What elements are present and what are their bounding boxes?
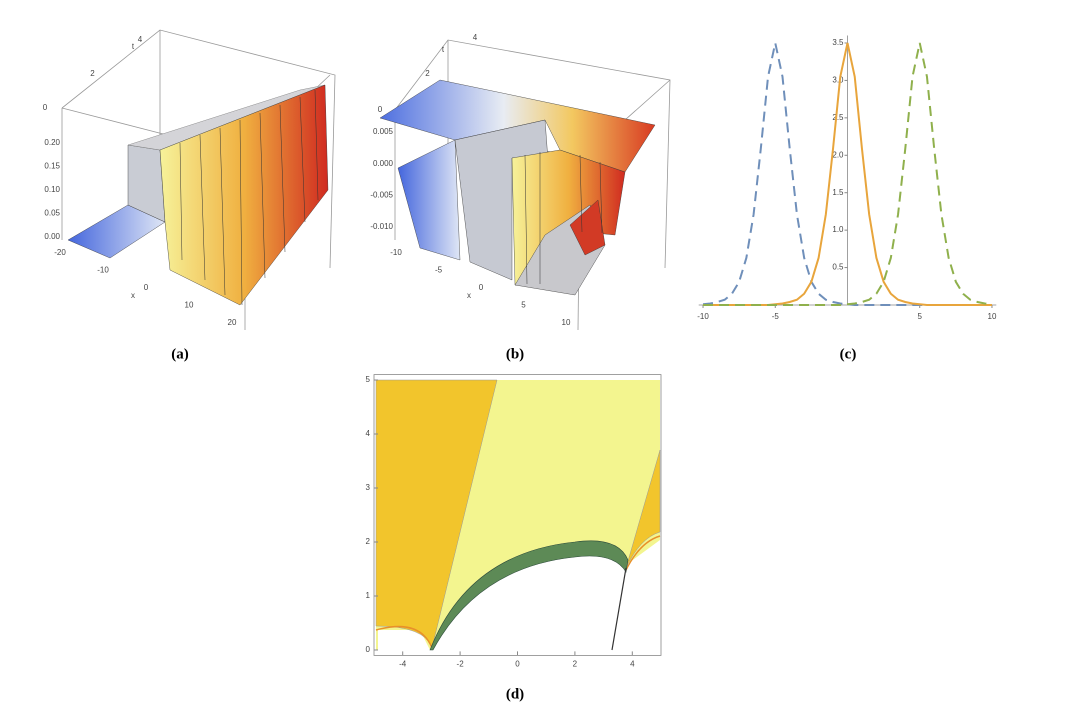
x-tick-label: 0 xyxy=(515,660,520,669)
z-tick-label: 0.000 xyxy=(373,159,394,168)
z-tick-label: -0.010 xyxy=(370,222,393,231)
t-tick-label: 0 xyxy=(378,105,383,114)
y-tick-label: 3.0 xyxy=(832,76,844,85)
y-tick-label: 0.5 xyxy=(832,263,844,272)
z-tick-label: 0.05 xyxy=(44,209,60,218)
panel-label: (b) xyxy=(506,346,524,362)
panel-label: (a) xyxy=(171,346,189,362)
x-tick-label: -2 xyxy=(457,660,465,669)
z-tick-label: 0.10 xyxy=(44,185,60,194)
x-tick-label: 4 xyxy=(630,660,635,669)
x-tick-label: 5 xyxy=(918,312,923,321)
y-tick-label: 3 xyxy=(366,483,371,492)
t-tick-label: 4 xyxy=(138,35,143,44)
x-tick-label: -10 xyxy=(390,248,402,257)
y-tick-label: 1.0 xyxy=(832,225,844,234)
x-tick-label: 10 xyxy=(185,301,194,310)
x-tick-label: 10 xyxy=(988,312,997,321)
t-tick-label: 4 xyxy=(473,33,478,42)
panel-label: (d) xyxy=(506,686,524,702)
t-tick-label: 2 xyxy=(425,69,430,78)
z-tick-label: 0.00 xyxy=(44,232,60,241)
x-tick-label: -5 xyxy=(772,312,780,321)
y-tick-label: 2 xyxy=(366,537,371,546)
contour-regions xyxy=(375,379,661,655)
line-series xyxy=(703,42,993,306)
t-axis-label: t xyxy=(442,45,445,54)
x-tick-label: 2 xyxy=(573,660,578,669)
x-axis-label: x xyxy=(131,291,135,300)
x-tick-label: -20 xyxy=(54,248,66,257)
z-tick-label: 0.15 xyxy=(44,162,60,171)
x-tick-label: 10 xyxy=(562,318,571,327)
z-tick-label: -0.005 xyxy=(370,190,393,199)
x-axis-label: x xyxy=(467,291,471,300)
panel-label: (c) xyxy=(840,346,857,362)
y-tick-label: 1.5 xyxy=(832,188,844,197)
surface-b xyxy=(379,39,671,331)
x-tick-label: 0 xyxy=(144,283,149,292)
x-tick-label: 5 xyxy=(521,301,526,310)
surface-a xyxy=(61,29,336,330)
y-tick-label: 1 xyxy=(366,591,371,600)
y-tick-label: 2.0 xyxy=(832,150,844,159)
x-tick-label: -10 xyxy=(97,266,109,275)
x-tick-label: -10 xyxy=(697,312,709,321)
y-tick-label: 0 xyxy=(366,645,371,654)
z-tick-label: 0.005 xyxy=(373,127,394,136)
line-series xyxy=(702,42,992,306)
t-axis-label: t xyxy=(132,42,135,51)
x-tick-label: 0 xyxy=(479,283,484,292)
y-tick-label: 5 xyxy=(366,375,371,384)
z-tick-label: 0.20 xyxy=(44,138,60,147)
x-tick-label: -4 xyxy=(399,660,407,669)
y-tick-label: 4 xyxy=(366,429,371,438)
x-tick-label: 20 xyxy=(228,318,237,327)
t-tick-label: 2 xyxy=(90,69,95,78)
y-tick-label: 2.5 xyxy=(832,113,844,122)
x-tick-label: -5 xyxy=(435,266,443,275)
y-tick-label: 3.5 xyxy=(832,38,844,47)
t-tick-label: 0 xyxy=(43,103,48,112)
